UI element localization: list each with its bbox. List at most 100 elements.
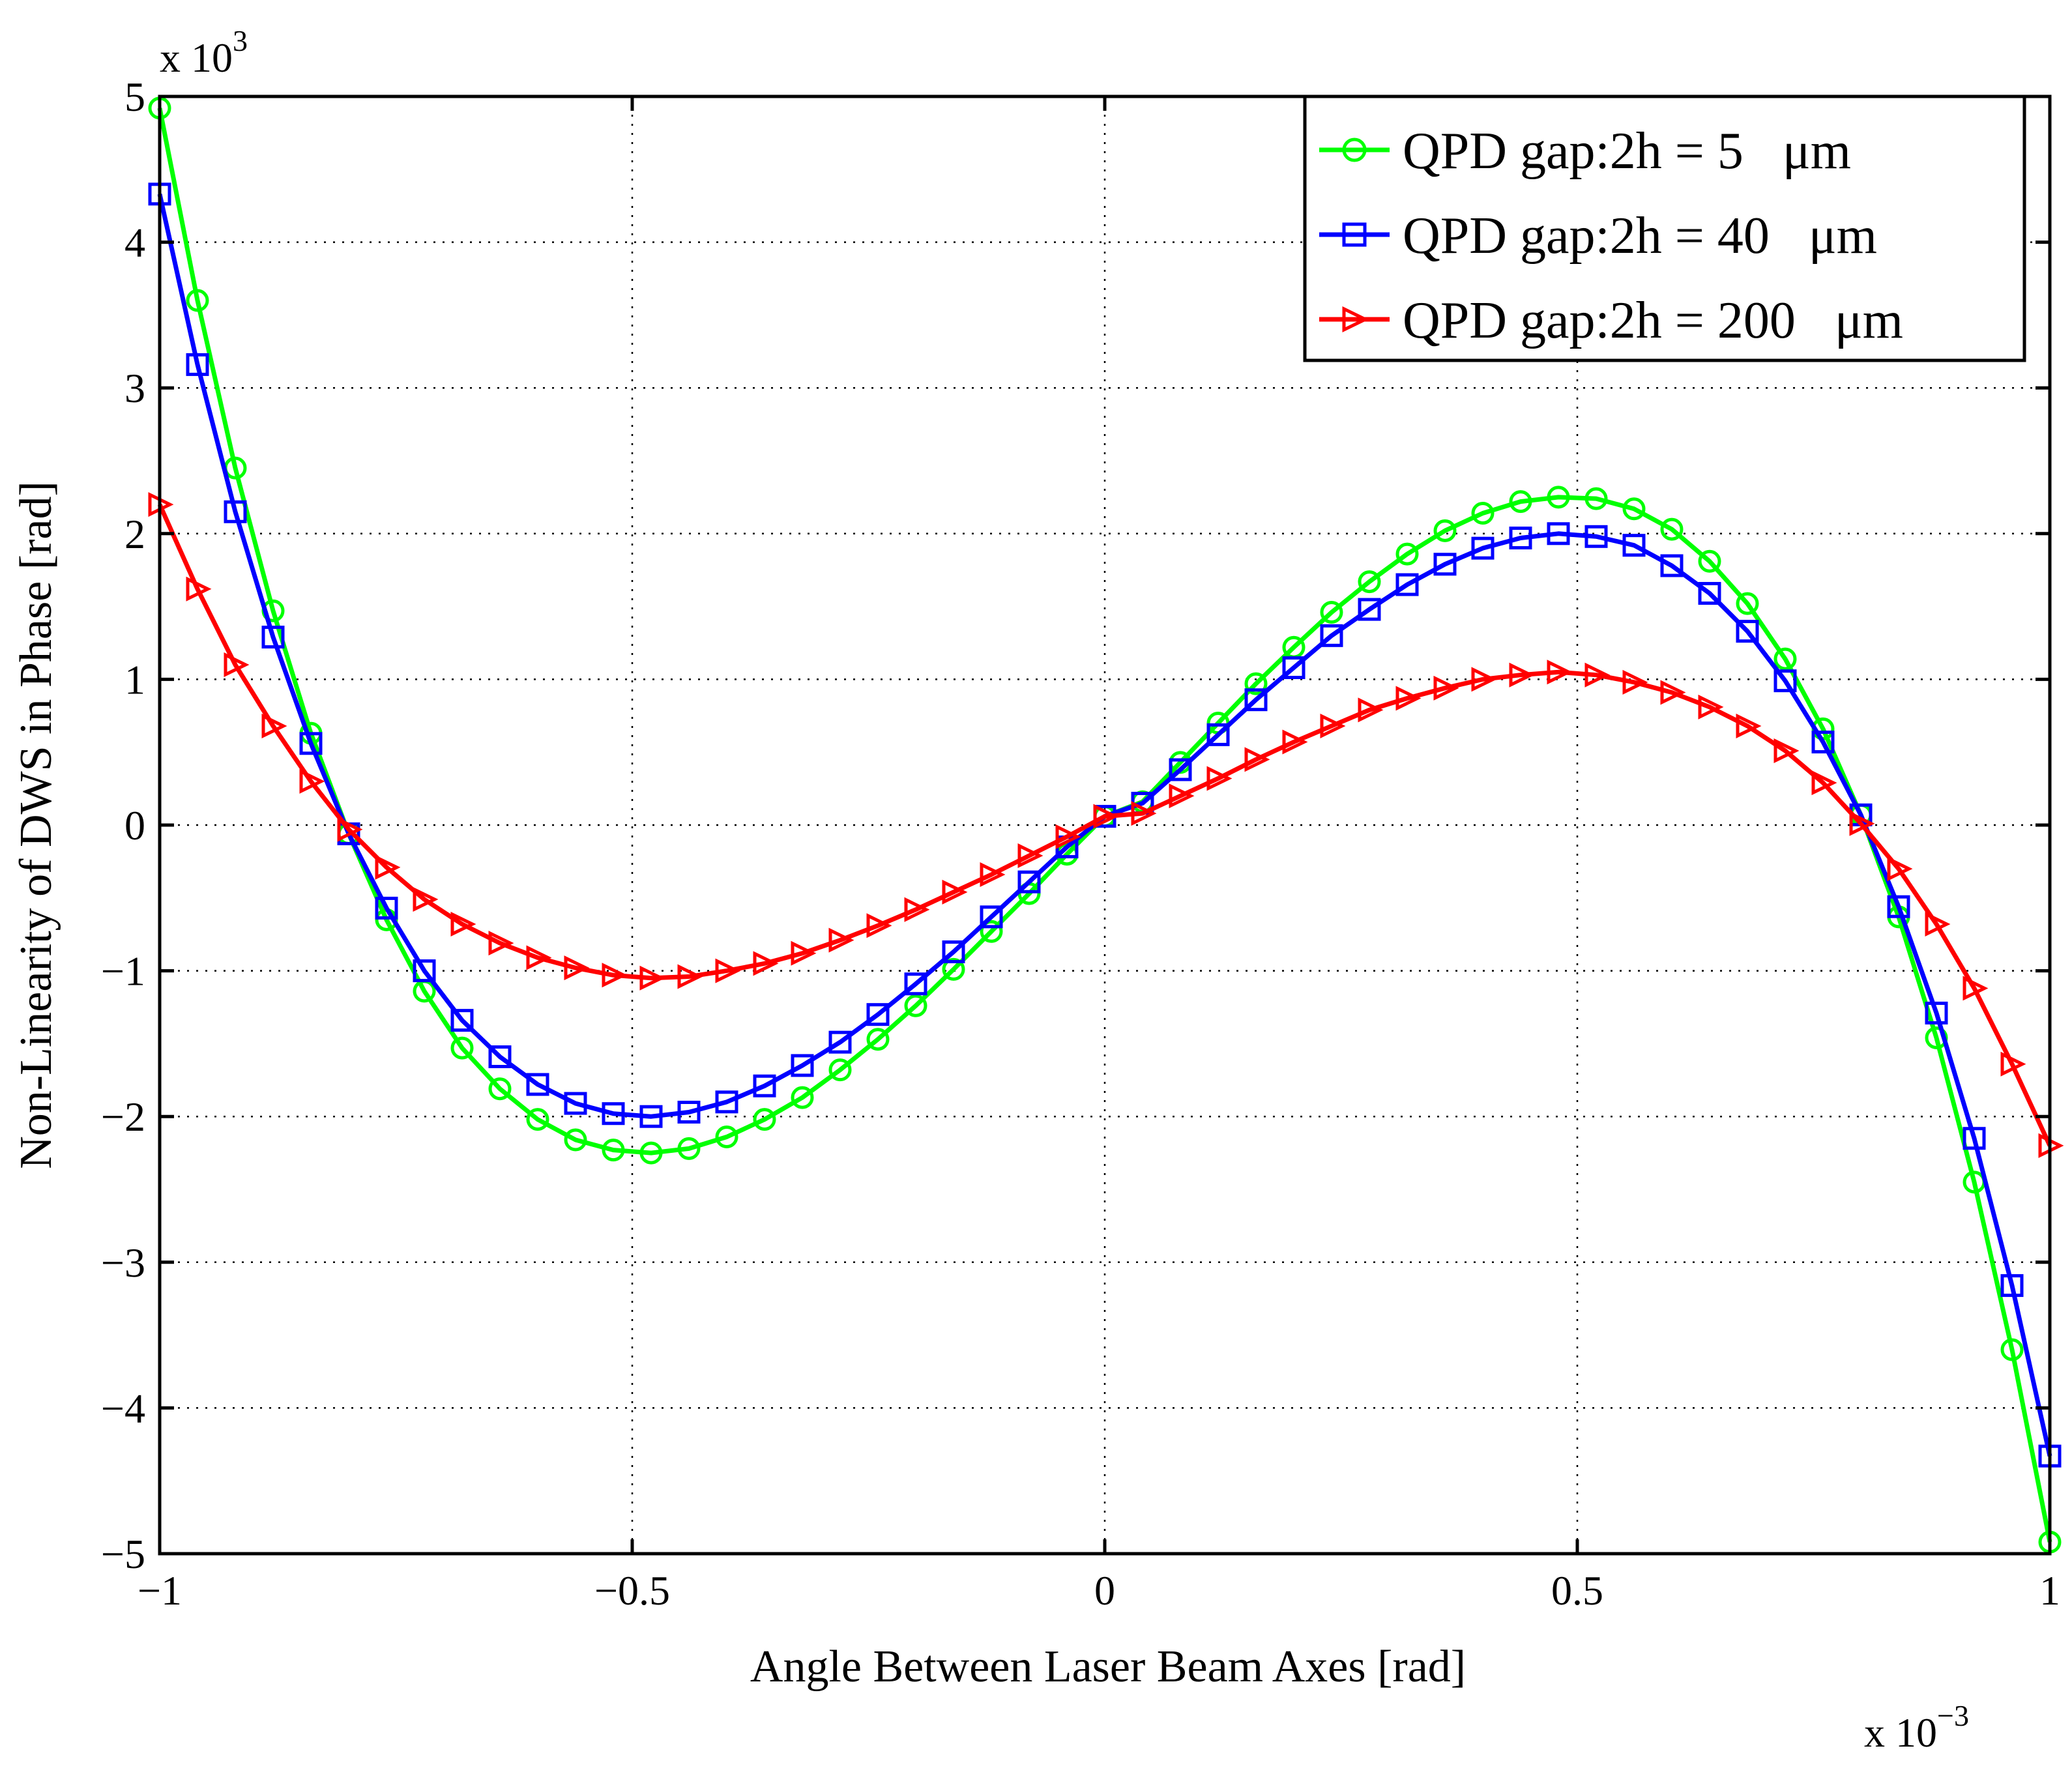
- data-point: [1584, 525, 1608, 548]
- data-point: [1963, 976, 1989, 1001]
- data-point: [450, 912, 476, 937]
- data-point: [715, 1090, 738, 1114]
- data-point: [1736, 620, 1759, 643]
- data-point: [1471, 536, 1495, 560]
- data-point: [186, 353, 209, 376]
- data-point: [980, 862, 1006, 888]
- data-point: [488, 931, 514, 956]
- data-point: [1433, 553, 1457, 576]
- data-point: [1244, 747, 1270, 772]
- legend: QPD gap:2h = 5 μm QPD gap:2h = 40 μm QPD g…: [1303, 94, 2026, 362]
- data-point: [1509, 490, 1532, 514]
- legend-entry: QPD gap:2h = 200 μm: [1319, 292, 1903, 349]
- data-point: [753, 951, 779, 976]
- y-tick-label: 1: [124, 656, 145, 703]
- data-point: [224, 652, 250, 678]
- data-point: [1169, 758, 1192, 781]
- data-point: [1131, 801, 1157, 826]
- data-point: [1055, 824, 1081, 849]
- data-point: [1773, 669, 1797, 693]
- data-point: [904, 897, 930, 922]
- data-point: [1244, 688, 1268, 712]
- data-point: [904, 994, 927, 1017]
- y-tick-label: 0: [124, 802, 145, 849]
- data-point: [1584, 662, 1611, 688]
- data-point: [1471, 667, 1497, 692]
- data-point: [1282, 729, 1308, 755]
- x-tick-label: −1: [138, 1567, 182, 1614]
- y-tick-label: −1: [101, 948, 145, 995]
- data-point: [261, 626, 285, 649]
- data-point: [715, 958, 741, 983]
- legend-label: QPD gap:2h = 5 μm: [1403, 123, 1851, 180]
- data-point: [1547, 486, 1570, 509]
- data-point: [1849, 811, 1875, 836]
- data-point: [1547, 522, 1570, 545]
- data-point: [980, 905, 1003, 929]
- data-point: [866, 913, 892, 938]
- data-point: [1206, 766, 1233, 791]
- ticks: [158, 94, 2052, 1556]
- tick-labels: −1 −0.5 0 0.5 1 −5 −4 −3 −2 −1 0 1 2 3 4 5: [101, 74, 2060, 1614]
- data-point: [450, 1036, 474, 1060]
- y-axis-multiplier-base: x 10: [160, 35, 233, 81]
- data-point: [261, 713, 287, 738]
- data-point: [488, 1045, 512, 1069]
- data-point: [753, 1108, 776, 1131]
- x-tick-label: 0: [1094, 1567, 1115, 1614]
- data-point: [1660, 680, 1686, 705]
- y-axis-multiplier-exponent: 3: [233, 24, 248, 57]
- x-axis-multiplier-exponent: −3: [1937, 1699, 1969, 1732]
- y-tick-label: 5: [124, 74, 145, 120]
- x-tick-label: −0.5: [594, 1567, 670, 1614]
- legend-box: [1303, 94, 2026, 362]
- data-point: [791, 1086, 814, 1109]
- y-tick-label: 2: [124, 511, 145, 557]
- data-point: [299, 732, 323, 755]
- data-point: [639, 965, 665, 991]
- legend-label: QPD gap:2h = 200 μm: [1403, 292, 1903, 349]
- x-axis-multiplier: x 10−3: [1864, 1699, 1969, 1756]
- data-point: [1622, 497, 1646, 521]
- data-point: [1811, 770, 1837, 796]
- data-point: [1320, 624, 1343, 647]
- y-tick-label: 4: [124, 220, 145, 266]
- data-point: [526, 1108, 549, 1131]
- data-point: [1358, 697, 1384, 723]
- data-point: [1736, 592, 1759, 615]
- data-point: [186, 576, 212, 602]
- data-point: [1736, 713, 1762, 738]
- data-point: [1395, 542, 1419, 566]
- data-point: [1547, 660, 1573, 685]
- data-point: [602, 963, 628, 988]
- x-tick-label: 0.5: [1551, 1567, 1603, 1614]
- data-point: [866, 1028, 890, 1051]
- data-point: [639, 1141, 663, 1165]
- data-point: [791, 940, 817, 966]
- data-point: [602, 1102, 625, 1126]
- data-point: [564, 1128, 587, 1152]
- data-point: [526, 1073, 549, 1096]
- data-point: [1698, 694, 1724, 719]
- series-layer: [148, 96, 2064, 1554]
- data-point: [1622, 534, 1646, 557]
- data-point: [526, 945, 552, 970]
- data-point: [2000, 1051, 2026, 1077]
- data-point: [564, 1092, 587, 1115]
- data-point: [1698, 549, 1721, 573]
- data-point: [1395, 573, 1419, 596]
- legend-entry: QPD gap:2h = 40 μm: [1319, 207, 1877, 265]
- y-tick-label: −3: [101, 1240, 145, 1286]
- data-point: [866, 1003, 890, 1026]
- data-point: [828, 1058, 852, 1082]
- y-axis-multiplier: x 103: [160, 24, 248, 81]
- data-point: [677, 1137, 701, 1160]
- data-point: [942, 879, 968, 905]
- data-point: [1773, 738, 1800, 763]
- data-point: [791, 1054, 814, 1077]
- data-point: [1887, 895, 1910, 918]
- legend-marker: [1342, 222, 1367, 247]
- legend-marker: [1342, 138, 1367, 162]
- legend-label: QPD gap:2h = 40 μm: [1403, 207, 1877, 265]
